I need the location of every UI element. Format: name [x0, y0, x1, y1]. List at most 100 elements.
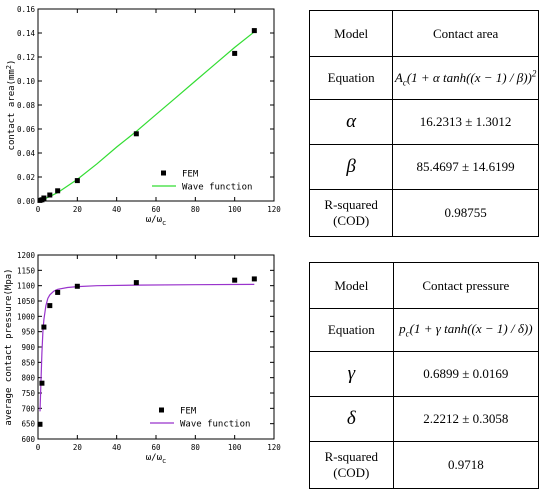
r-squared-label-line2: (COD): [333, 465, 370, 480]
y-tick-label: 0.12: [17, 53, 35, 62]
r-squared-label: R-squared (COD): [308, 189, 394, 237]
param-row-delta: δ 2.2212 ± 0.3058: [309, 396, 540, 442]
x-tick-label: 0: [36, 443, 41, 452]
legend-marker: [161, 170, 166, 176]
x-axis-label-subscript: c: [162, 219, 166, 227]
r-squared-row: R-squared (COD) 0.98755: [308, 189, 539, 237]
y-tick-label: 0.16: [17, 5, 36, 14]
x-tick-label: 20: [73, 443, 83, 452]
contact-area-parameter-table: Model Contact area Equation Ac(1 + α tan…: [308, 10, 539, 237]
x-tick-label: 20: [73, 205, 83, 214]
param-value: 85.4697 ± 14.6199: [392, 144, 539, 190]
equation-variable: p: [399, 321, 406, 337]
y-axis-label: average contact pressure(Mpa): [4, 268, 14, 425]
x-tick-label: 100: [228, 443, 242, 452]
y-axis-label-main: contact area(mm: [7, 69, 17, 150]
param-value: 0.6899 ± 0.0169: [392, 351, 540, 397]
y-tick-label: 1100: [17, 282, 36, 291]
x-tick-label: 120: [267, 443, 281, 452]
param-value: 2.2212 ± 0.3058: [392, 396, 540, 442]
equation-label: Equation: [308, 56, 394, 100]
param-row-alpha: α 16.2313 ± 1.3012: [308, 99, 539, 145]
x-tick-label: 80: [191, 205, 201, 214]
table-header-row: Model Contact area: [308, 10, 539, 57]
model-name: Contact area: [392, 10, 539, 57]
table-header-row: Model Contact pressure: [309, 262, 540, 309]
x-axis-label: ω/ωc: [146, 215, 166, 227]
y-tick-label: 1000: [17, 312, 36, 321]
data-point: [232, 277, 238, 283]
y-tick-label: 0.06: [17, 125, 36, 134]
y-tick-label: 0.04: [17, 149, 36, 158]
y-tick-label: 600: [21, 435, 35, 444]
param-row-gamma: γ 0.6899 ± 0.0169: [309, 351, 540, 397]
r-squared-label: R-squared (COD): [309, 441, 394, 489]
param-row-beta: β 85.4697 ± 14.6199: [308, 144, 539, 190]
contact-area-chart: 0 20 40 60 80 100 120 0.00 0.02 0.04 0.06 0.08 0.10 0…: [5, 5, 281, 227]
r-squared-label-line1: R-squared: [324, 197, 378, 212]
equation-label: Equation: [309, 308, 394, 352]
equation-body: (1 + γ tanh((x − 1) / δ)): [409, 321, 533, 337]
legend-label: Wave function: [182, 183, 252, 193]
data-point: [47, 303, 53, 309]
y-axis-label-end: ): [7, 60, 17, 65]
param-symbol: γ: [309, 351, 394, 397]
series-line-wave-function: [39, 31, 255, 201]
param-symbol: β: [308, 144, 394, 190]
data-point: [55, 188, 61, 194]
data-point: [133, 131, 139, 137]
x-tick-label: 60: [151, 205, 161, 214]
y-tick-label: 800: [21, 374, 35, 383]
x-tick-label: 80: [191, 443, 201, 452]
equation-superscript: 2: [531, 68, 537, 79]
series-line-wave-function: [39, 283, 255, 412]
data-point: [41, 195, 47, 201]
legend-label: FEM: [182, 170, 199, 180]
r-squared-row: R-squared (COD) 0.9718: [309, 441, 540, 489]
y-tick-label: 0.00: [17, 197, 36, 206]
x-tick-label: 60: [151, 443, 161, 452]
equation-value: Ac(1 + α tanh((x − 1) / β))2: [392, 56, 539, 100]
equation-value: pc(1 + γ tanh((x − 1) / δ)): [392, 308, 540, 352]
data-point: [232, 50, 238, 56]
equation-row: Equation Ac(1 + α tanh((x − 1) / β))2: [308, 56, 539, 100]
r-squared-label-line1: R-squared: [324, 449, 379, 464]
r-squared-label-line2: (COD): [333, 213, 370, 228]
equation-body: (1 + α tanh((x − 1) / β)): [406, 69, 532, 85]
contact-pressure-chart: 0 20 40 60 80 100 120 600 650 700 750 800 850 900 950 1…: [4, 251, 281, 465]
contact-pressure-parameter-table: Model Contact pressure Equation pc(1 + γ…: [309, 262, 540, 489]
data-point: [74, 178, 80, 184]
data-point: [41, 324, 47, 330]
y-tick-label: 0.08: [17, 101, 36, 110]
x-tick-label: 120: [267, 205, 281, 214]
r-squared-value: 0.9718: [392, 441, 540, 489]
data-point: [133, 280, 139, 286]
equation-subscript: c: [405, 328, 410, 339]
y-tick-label: 700: [21, 404, 35, 413]
model-name: Contact pressure: [392, 262, 540, 309]
r-squared-value: 0.98755: [392, 189, 539, 237]
data-point: [37, 421, 43, 427]
x-axis-label-main: ω/ω: [146, 453, 163, 463]
data-point: [251, 28, 257, 34]
y-tick-label: 850: [21, 358, 35, 367]
y-axis-label-superscript: 2: [5, 65, 13, 69]
x-axis-label: ω/ωc: [146, 453, 166, 465]
equation-formula: pc(1 + γ tanh((x − 1) / δ)): [399, 321, 533, 339]
plot-frame: [37, 254, 275, 440]
y-tick-label: 950: [21, 328, 35, 337]
y-axis-label: contact area(mm2): [5, 60, 17, 151]
y-tick-label: 900: [21, 343, 35, 352]
equation-subscript: c: [402, 77, 407, 88]
legend-marker: [159, 407, 164, 413]
x-tick-label: 40: [112, 205, 122, 214]
data-point: [47, 192, 53, 198]
y-tick-label: 650: [21, 420, 35, 429]
data-point: [39, 380, 45, 386]
data-point: [251, 276, 257, 282]
y-tick-label: 0.02: [17, 173, 35, 182]
equation-formula: Ac(1 + α tanh((x − 1) / β))2: [395, 68, 537, 88]
data-point: [74, 283, 80, 289]
y-tick-label: 1200: [17, 251, 36, 260]
param-symbol: α: [308, 99, 394, 145]
